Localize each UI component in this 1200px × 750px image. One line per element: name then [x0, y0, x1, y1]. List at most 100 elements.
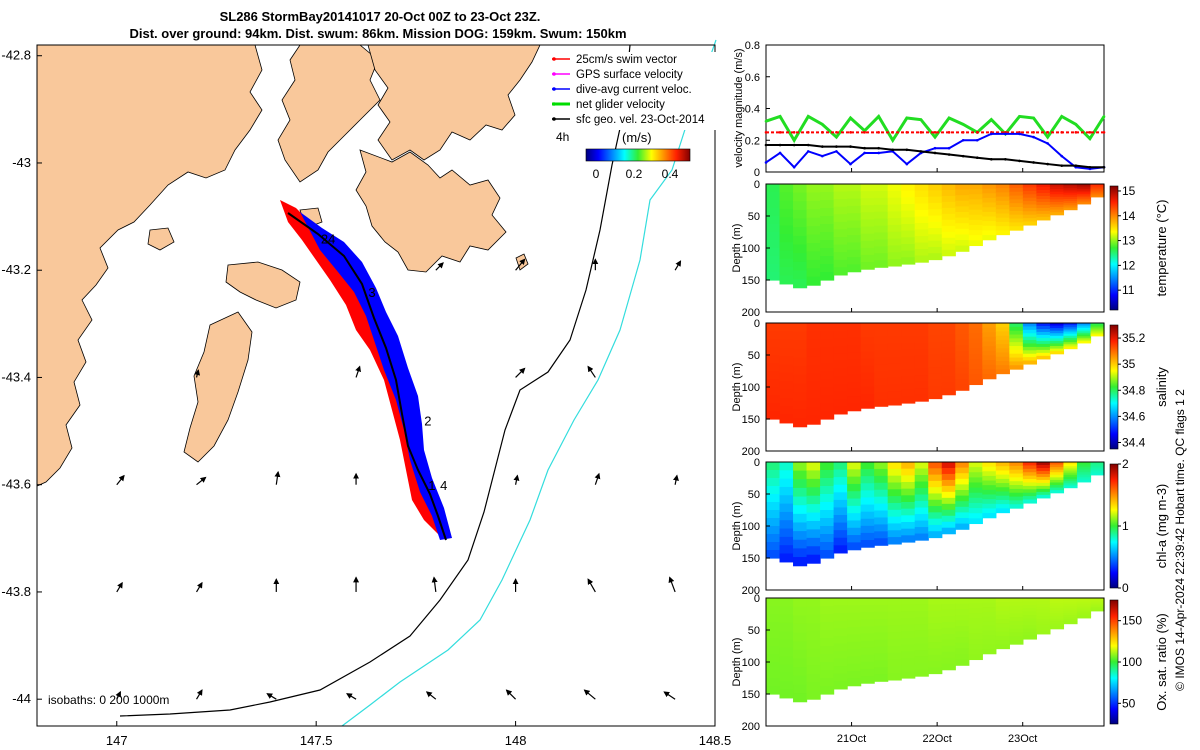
section-cell: [1063, 608, 1078, 612]
current-vector: [505, 689, 517, 700]
section-cell: [1076, 326, 1092, 329]
section-cell: [1076, 465, 1092, 468]
section-cell: [793, 462, 808, 472]
section-cell: [887, 462, 902, 470]
section-cell: [955, 518, 970, 525]
section-cell: [982, 188, 997, 194]
section-cell: [847, 323, 862, 331]
section-cell: [1022, 204, 1037, 209]
section-cell: [982, 598, 997, 604]
section-cell: [955, 462, 970, 469]
section-cell: [955, 637, 970, 644]
section-cell: [928, 598, 943, 605]
section-cell: [1063, 346, 1078, 350]
section-cell: [1076, 187, 1092, 190]
section-cell: [995, 221, 1010, 227]
section-cell: [968, 348, 983, 355]
section-cell: [847, 641, 862, 650]
section-cell: [793, 348, 808, 359]
section-cell: [995, 356, 1010, 362]
velocity-frame: [765, 44, 1105, 173]
section-cell: [793, 235, 808, 246]
section-cell: [860, 393, 875, 402]
section-cell: [860, 612, 875, 620]
colorbar-tick-label: 100: [1122, 655, 1142, 669]
colorbar-tick-label: 34.8: [1122, 383, 1146, 397]
section-cell: [860, 337, 875, 345]
velocity-point: [863, 131, 866, 134]
section-cell: [847, 388, 862, 397]
section-cell: [1076, 478, 1092, 481]
section-cell: [833, 237, 848, 246]
colorbar-tick-label: 0: [1122, 581, 1129, 595]
section-cell: [1076, 611, 1092, 614]
section-cell: [1090, 598, 1105, 600]
section-cell: [1036, 189, 1051, 194]
section-cell: [820, 502, 835, 511]
section-cell: [887, 632, 902, 640]
section-cell: [914, 381, 929, 389]
legend-marker: [552, 72, 556, 76]
section-cell: [982, 360, 997, 366]
velocity-point: [905, 131, 909, 134]
section-cell: [847, 359, 862, 368]
section-cell: [806, 614, 821, 624]
section-cell: [1009, 485, 1024, 490]
section-cell: [1063, 329, 1078, 333]
section-cell: [1049, 323, 1065, 327]
section-cell: [955, 351, 970, 358]
section-cell: [887, 197, 902, 206]
section-cell: [941, 615, 956, 623]
section-cell: [995, 348, 1010, 354]
section-cell: [914, 190, 929, 198]
section-cell: [955, 512, 970, 519]
section-cell: [901, 369, 916, 377]
map-ytick-label: -43.4: [1, 369, 31, 384]
velocity-point: [1004, 132, 1007, 136]
section-cell: [928, 629, 943, 637]
section-cell: [914, 394, 929, 402]
section-cell: [1036, 334, 1051, 339]
section-cell: [1022, 353, 1037, 358]
section-cell: [833, 522, 848, 531]
section-cell: [901, 204, 916, 212]
section-cell: [860, 358, 875, 367]
legend-marker: [552, 102, 556, 106]
section-cell: [995, 344, 1010, 349]
section-cell: [941, 370, 956, 378]
section-cell: [941, 346, 956, 354]
section-cell: [914, 216, 929, 224]
section-cell: [1009, 601, 1024, 607]
section-cell: [1090, 329, 1105, 332]
section-cell: [820, 542, 835, 551]
section-cell: [860, 462, 875, 470]
section-cell: [928, 373, 943, 381]
section-cell: [793, 693, 808, 703]
section-cell: [793, 192, 808, 202]
track-day-label: 4: [440, 478, 447, 493]
section-cell: [968, 477, 983, 484]
section-cell: [847, 264, 862, 273]
section-cell: [887, 598, 902, 606]
section-cell: [995, 487, 1010, 493]
section-cell: [955, 620, 970, 627]
velocity-point: [961, 123, 965, 126]
section-cell: [1009, 496, 1024, 501]
section-cell: [833, 252, 848, 261]
current-vector: [116, 581, 123, 593]
section-cell: [968, 224, 983, 231]
section-cell: [1076, 339, 1092, 342]
section-cell: [806, 520, 821, 531]
section-cell: [779, 192, 794, 202]
velocity-point: [1032, 116, 1035, 120]
section-cell: [1036, 349, 1051, 354]
section-cell: [941, 219, 956, 227]
section-cell: [1009, 184, 1024, 189]
section-cell: [1090, 472, 1105, 475]
section-cell: [887, 523, 902, 531]
section-cell: [982, 327, 997, 333]
section-cell: [766, 216, 781, 225]
section-cell: [820, 200, 835, 209]
section-cell: [1090, 188, 1105, 190]
section-cell: [1049, 618, 1065, 622]
